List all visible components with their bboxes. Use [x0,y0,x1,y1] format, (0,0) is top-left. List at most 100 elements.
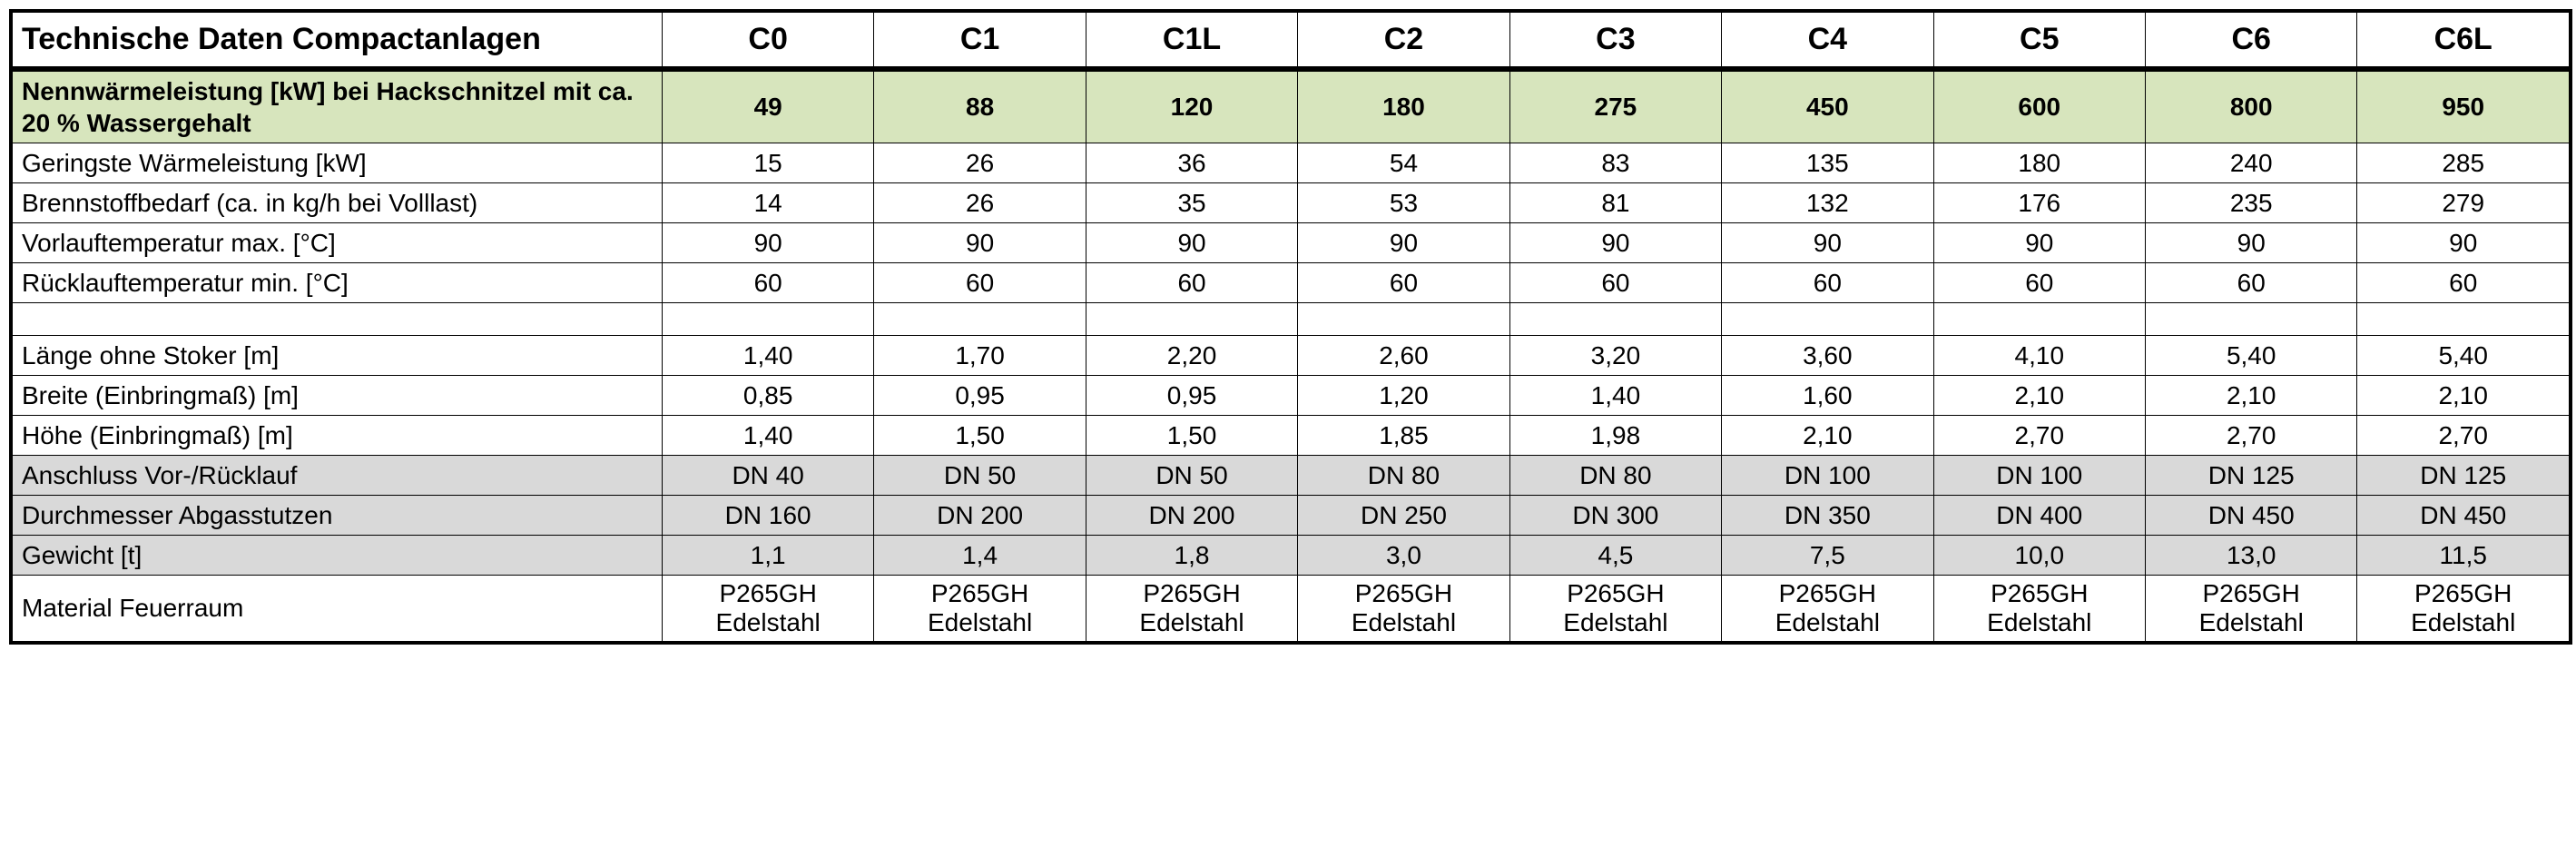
cell-value: DN 80 [1509,455,1721,495]
cell-value: 2,70 [2357,415,2570,455]
highlight-value: 180 [1298,69,1509,143]
row-label: Länge ohne Stoker [m] [13,335,663,375]
cell-value: 11,5 [2357,535,2570,575]
cell-value: 15 [662,143,873,182]
cell-value: DN 100 [1933,455,2145,495]
cell-value: 81 [1509,182,1721,222]
cell-value [1509,302,1721,335]
row-label: Höhe (Einbringmaß) [m] [13,415,663,455]
cell-value: 14 [662,182,873,222]
cell-value: 1,50 [874,415,1086,455]
cell-value: DN 160 [662,495,873,535]
table-row: Höhe (Einbringmaß) [m]1,401,501,501,851,… [13,415,2570,455]
cell-value: P265GHEdelstahl [662,575,873,641]
cell-value: 285 [2357,143,2570,182]
cell-value: P265GHEdelstahl [1086,575,1297,641]
cell-value: P265GHEdelstahl [874,575,1086,641]
highlight-row: Nennwärmeleistung [kW] bei Hackschnitzel… [13,69,2570,143]
cell-value: 54 [1298,143,1509,182]
cell-value: 1,8 [1086,535,1297,575]
cell-value: 90 [874,222,1086,262]
cell-value: 3,20 [1509,335,1721,375]
col-header: C0 [662,13,873,69]
table-row: Breite (Einbringmaß) [m]0,850,950,951,20… [13,375,2570,415]
highlight-value: 800 [2145,69,2356,143]
cell-value: 60 [1509,262,1721,302]
cell-value: DN 450 [2357,495,2570,535]
cell-value: 90 [1298,222,1509,262]
cell-value: DN 80 [1298,455,1509,495]
cell-value [2145,302,2356,335]
cell-value: 235 [2145,182,2356,222]
cell-value: DN 400 [1933,495,2145,535]
cell-value: 13,0 [2145,535,2356,575]
cell-value: 1,4 [874,535,1086,575]
table-row: Vorlauftemperatur max. [°C]9090909090909… [13,222,2570,262]
row-label: Geringste Wärmeleistung [kW] [13,143,663,182]
highlight-value: 88 [874,69,1086,143]
table-row: Gewicht [t]1,11,41,83,04,57,510,013,011,… [13,535,2570,575]
row-label: Breite (Einbringmaß) [m] [13,375,663,415]
cell-value: 83 [1509,143,1721,182]
row-label: Material Feuerraum [13,575,663,641]
highlight-value: 275 [1509,69,1721,143]
cell-value: 5,40 [2357,335,2570,375]
cell-value: 1,40 [662,415,873,455]
row-label: Anschluss Vor-/Rücklauf [13,455,663,495]
cell-value: 60 [1722,262,1933,302]
row-label: Gewicht [t] [13,535,663,575]
table-row: Durchmesser AbgasstutzenDN 160DN 200DN 2… [13,495,2570,535]
cell-value: 7,5 [1722,535,1933,575]
highlight-value: 950 [2357,69,2570,143]
row-label: Vorlauftemperatur max. [°C] [13,222,663,262]
highlight-value: 450 [1722,69,1933,143]
cell-value: 3,0 [1298,535,1509,575]
highlight-value: 49 [662,69,873,143]
cell-value [2357,302,2570,335]
cell-value: 53 [1298,182,1509,222]
cell-value: DN 50 [1086,455,1297,495]
cell-value: 90 [1722,222,1933,262]
cell-value: P265GHEdelstahl [1933,575,2145,641]
cell-value: 2,10 [2357,375,2570,415]
cell-value: DN 125 [2357,455,2570,495]
cell-value: 4,10 [1933,335,2145,375]
cell-value: 60 [1933,262,2145,302]
cell-value: 90 [1086,222,1297,262]
col-header: C6L [2357,13,2570,69]
cell-value: DN 250 [1298,495,1509,535]
cell-value: 2,70 [2145,415,2356,455]
cell-value [874,302,1086,335]
col-header: C4 [1722,13,1933,69]
col-header: C1L [1086,13,1297,69]
cell-value: 90 [662,222,873,262]
col-header: C2 [1298,13,1509,69]
table-row: Brennstoffbedarf (ca. in kg/h bei Vollla… [13,182,2570,222]
cell-value: 90 [2357,222,2570,262]
cell-value: 279 [2357,182,2570,222]
cell-value: 35 [1086,182,1297,222]
row-label: Rücklauftemperatur min. [°C] [13,262,663,302]
cell-value: DN 300 [1509,495,1721,535]
cell-value: 1,50 [1086,415,1297,455]
cell-value: 2,20 [1086,335,1297,375]
col-header: C3 [1509,13,1721,69]
highlight-label: Nennwärmeleistung [kW] bei Hackschnitzel… [13,69,663,143]
cell-value: 1,20 [1298,375,1509,415]
cell-value: 176 [1933,182,2145,222]
cell-value: DN 125 [2145,455,2356,495]
cell-value: 1,60 [1722,375,1933,415]
cell-value: 60 [874,262,1086,302]
cell-value: 2,60 [1298,335,1509,375]
cell-value: P265GHEdelstahl [2357,575,2570,641]
cell-value [1933,302,2145,335]
cell-value: DN 100 [1722,455,1933,495]
cell-value: 90 [2145,222,2356,262]
table-row [13,302,2570,335]
cell-value: DN 350 [1722,495,1933,535]
cell-value: DN 450 [2145,495,2356,535]
cell-value: 180 [1933,143,2145,182]
cell-value: 36 [1086,143,1297,182]
cell-value: 0,95 [874,375,1086,415]
cell-value: 60 [1298,262,1509,302]
